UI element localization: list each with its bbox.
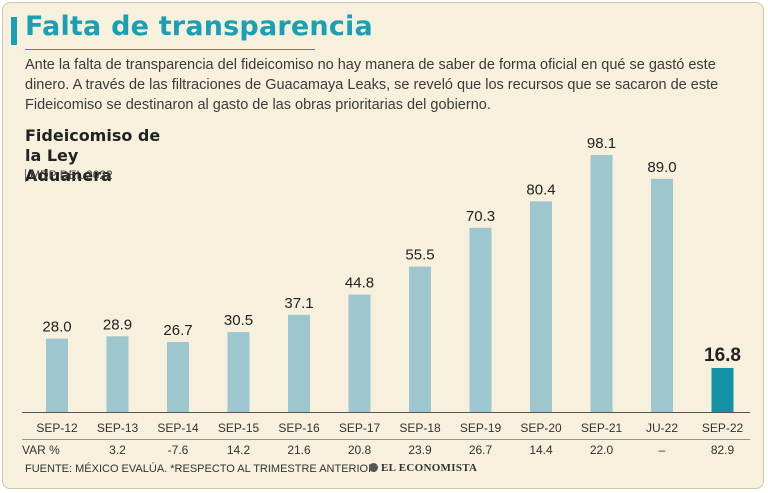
bar [348, 294, 371, 412]
x-tick-label: SEP-19 [460, 421, 502, 435]
var-value: -7.6 [168, 443, 189, 457]
x-tick-label: SEP-18 [399, 421, 441, 435]
bar [46, 338, 68, 412]
description-text: Ante la falta de transparencia del fidei… [25, 57, 719, 113]
x-tick-label: SEP-21 [581, 421, 623, 435]
data-label: 98.1 [587, 135, 616, 152]
bar [227, 332, 250, 412]
x-tick-label: SEP-17 [339, 421, 381, 435]
x-tick-label: SEP-12 [36, 421, 78, 435]
data-label: 55.5 [405, 247, 434, 264]
var-value: 23.9 [408, 443, 432, 457]
data-label: 28.0 [42, 319, 71, 336]
bar [167, 342, 189, 412]
bar [288, 314, 310, 412]
var-value: 3.2 [109, 443, 126, 457]
data-label: 16.8 [704, 345, 741, 366]
data-label: 89.0 [647, 159, 676, 176]
bar [711, 367, 734, 412]
var-row-label: VAR % [22, 443, 60, 457]
brand-icon [369, 463, 378, 472]
page-title: Falta de transparencia [25, 11, 373, 42]
bar [469, 227, 492, 412]
data-label: 26.7 [163, 322, 192, 339]
data-label: 37.1 [284, 295, 313, 312]
var-value: 14.4 [529, 443, 553, 457]
x-tick-label: JU-22 [646, 421, 678, 435]
data-label: 28.9 [103, 316, 132, 333]
var-value: – [659, 443, 666, 457]
bar [106, 336, 129, 412]
x-tick-label: SEP-14 [157, 421, 199, 435]
x-tick-label: SEP-22 [702, 421, 744, 435]
data-label: 30.5 [224, 312, 253, 329]
bar [590, 154, 613, 412]
var-value: 82.9 [711, 443, 735, 457]
title-accent-bar [11, 17, 17, 45]
title-underline [25, 49, 315, 50]
x-tick-label: SEP-15 [218, 421, 260, 435]
x-tick-label: SEP-20 [520, 421, 562, 435]
bar [651, 178, 673, 412]
x-tick-label: SEP-13 [97, 421, 139, 435]
var-value: 26.7 [469, 443, 493, 457]
bar [409, 266, 431, 412]
chart-title: Fideicomiso de la Ley Aduanera [25, 126, 165, 186]
var-value: 20.8 [348, 443, 372, 457]
bar [530, 201, 552, 412]
brand-name: EL ECONOMISTA [381, 462, 478, 474]
var-value: 21.6 [287, 443, 311, 457]
data-label: 70.3 [466, 208, 495, 225]
brand-logo: EL ECONOMISTA [369, 462, 477, 474]
source-note: FUENTE: MÉXICO EVALÚA. *RESPECTO AL TRIM… [25, 463, 377, 475]
data-label: 44.8 [345, 275, 374, 292]
x-tick-label: SEP-16 [278, 421, 320, 435]
var-value: 22.0 [590, 443, 614, 457]
var-value: 14.2 [227, 443, 251, 457]
chart-unit-label: MDP DEL 2022 [25, 169, 113, 182]
data-label: 80.4 [526, 181, 555, 198]
chart-title-text: Fideicomiso de la Ley Aduanera [25, 126, 161, 185]
